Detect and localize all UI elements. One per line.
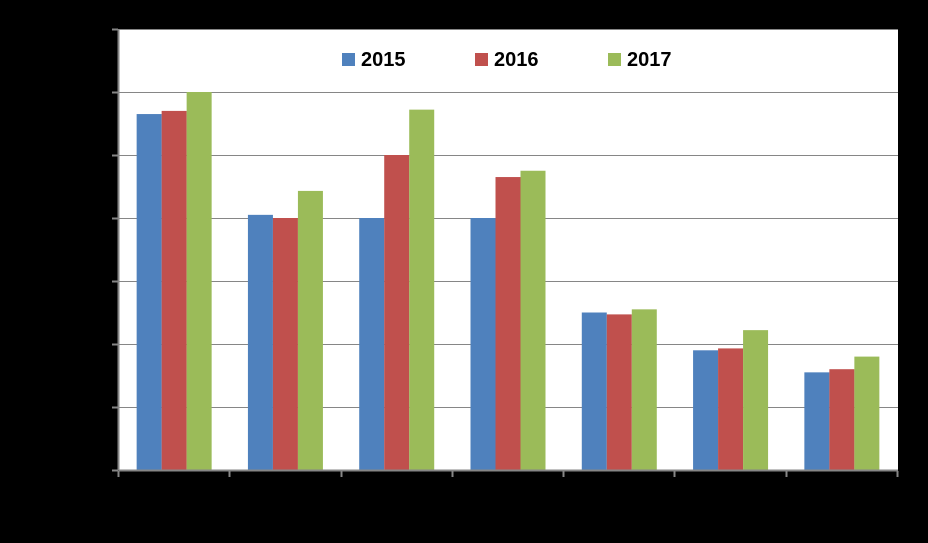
- bar-2015-5: [581, 312, 607, 470]
- bar-2015-2: [247, 214, 273, 470]
- bar-2015-7: [804, 372, 830, 470]
- axes: [112, 28, 899, 477]
- bar-2016-6: [718, 348, 744, 470]
- bar-2017-2: [297, 190, 323, 470]
- bar-2017-4: [520, 170, 546, 470]
- bar-2016-3: [384, 155, 410, 470]
- bar-2015-1: [136, 114, 162, 471]
- legend-swatch-2015: [342, 53, 355, 66]
- bar-2015-6: [693, 350, 719, 470]
- bar-2016-5: [606, 314, 632, 470]
- legend-label-2016: 2016: [494, 49, 539, 71]
- bar-2017-1: [186, 92, 212, 470]
- legend-label-2017: 2017: [627, 49, 672, 71]
- bar-2017-7: [854, 356, 880, 470]
- bar-2015-3: [359, 218, 385, 470]
- legend-swatch-2016: [475, 53, 488, 66]
- bar-2016-7: [829, 369, 855, 470]
- legend-label-2015: 2015: [361, 49, 406, 71]
- bar-2016-1: [161, 110, 187, 471]
- bar-2016-4: [495, 177, 521, 471]
- bars: [136, 92, 880, 471]
- bar-2017-6: [743, 330, 769, 470]
- bar-2017-3: [409, 109, 435, 470]
- legend: 2015 2016 2017: [342, 49, 672, 71]
- bar-2017-5: [631, 309, 657, 470]
- legend-swatch-2017: [608, 53, 621, 66]
- bar-2016-2: [272, 218, 298, 470]
- bar-2015-4: [470, 218, 496, 470]
